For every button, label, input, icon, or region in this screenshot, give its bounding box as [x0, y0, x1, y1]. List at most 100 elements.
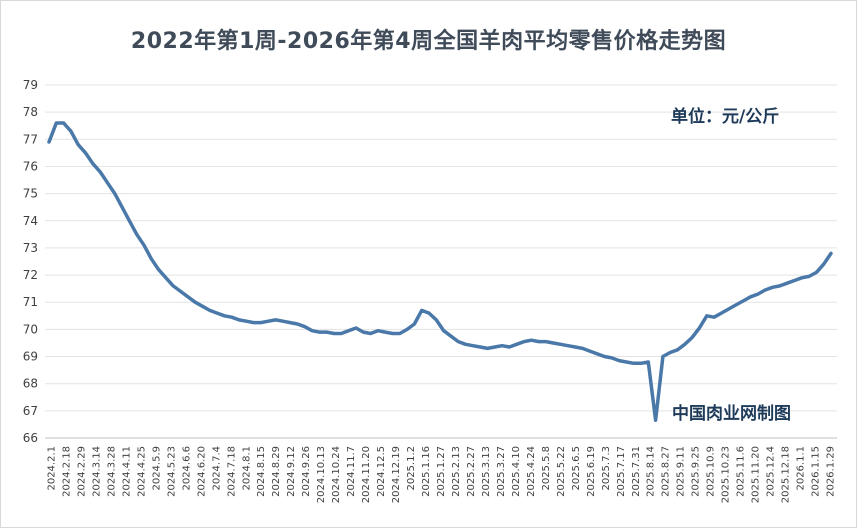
x-tick-label: 2025.1.16 — [421, 446, 432, 497]
data-point — [559, 343, 562, 346]
data-point — [632, 362, 635, 365]
data-point — [179, 290, 182, 293]
x-tick-label: 2024.3.14 — [91, 446, 102, 497]
x-tick-label: 2025.5.8 — [541, 446, 552, 491]
data-point — [486, 347, 489, 350]
data-point — [457, 340, 460, 343]
x-tick-label: 2025.5.22 — [556, 446, 567, 497]
data-point — [77, 143, 80, 146]
data-point — [391, 332, 394, 335]
y-tick-label: 74 — [23, 214, 38, 228]
data-point — [223, 314, 226, 317]
data-point — [267, 320, 270, 323]
x-tick-label: 2024.8.29 — [271, 446, 282, 497]
x-tick-label: 2024.7.4 — [211, 446, 222, 491]
data-point — [230, 316, 233, 319]
data-point — [164, 276, 167, 279]
data-point — [713, 316, 716, 319]
data-point — [581, 347, 584, 350]
x-tick-label: 2024.6.20 — [196, 446, 207, 497]
data-point — [435, 318, 438, 321]
y-tick-label: 79 — [23, 78, 38, 92]
y-tick-label: 68 — [23, 377, 38, 391]
data-point — [756, 293, 759, 296]
x-tick-label: 2024.10.13 — [316, 446, 327, 503]
x-tick-label: 2025.7.17 — [616, 446, 627, 497]
x-tick-label: 2025.1.2 — [406, 446, 417, 491]
data-point — [808, 275, 811, 278]
data-point — [318, 331, 321, 334]
data-point — [822, 263, 825, 266]
y-axis-ticks: 66 67 68 69 70 71 72 73 74 75 76 77 78 79 — [23, 78, 38, 445]
data-point — [530, 339, 533, 342]
data-point — [216, 312, 219, 315]
data-point — [742, 299, 745, 302]
data-point — [347, 329, 350, 332]
x-tick-label: 2024.4.25 — [136, 446, 147, 497]
data-point — [48, 141, 51, 144]
data-point — [588, 350, 591, 353]
y-tick-label: 66 — [23, 431, 38, 445]
data-point — [340, 332, 343, 335]
data-point — [537, 340, 540, 343]
data-point — [274, 318, 277, 321]
x-tick-label: 2024.2.18 — [61, 446, 72, 497]
y-tick-label: 67 — [23, 404, 38, 418]
y-tick-label: 75 — [23, 187, 38, 201]
x-tick-label: 2024.10.24 — [331, 446, 342, 503]
x-axis-ticks: 2024.2.1 2024.2.18 2024.2.29 2024.3.14 2024.… — [47, 446, 837, 503]
data-point — [566, 344, 569, 347]
x-tick-label: 2025.11.20 — [751, 446, 762, 503]
data-point — [574, 346, 577, 349]
data-point — [676, 348, 679, 351]
data-point — [245, 320, 248, 323]
x-tick-label: 2025.2.27 — [466, 446, 477, 497]
data-point — [406, 328, 409, 331]
data-point — [311, 329, 314, 332]
data-point — [508, 346, 511, 349]
x-tick-label: 2025.4.10 — [511, 446, 522, 497]
x-tick-label: 2026.1.15 — [811, 446, 822, 497]
data-point — [669, 351, 672, 354]
x-tick-label: 2025.2.13 — [451, 446, 462, 497]
x-tick-label: 2024.8.15 — [256, 446, 267, 497]
data-point — [362, 331, 365, 334]
y-tick-label: 77 — [23, 132, 38, 146]
x-tick-label: 2024.5.9 — [151, 446, 162, 491]
y-tick-label: 70 — [23, 322, 38, 336]
x-tick-label: 2025.8.14 — [646, 446, 657, 497]
y-tick-label: 76 — [23, 159, 38, 173]
x-tick-label: 2025.10.23 — [721, 446, 732, 503]
data-point — [610, 356, 613, 359]
data-point — [800, 276, 803, 279]
x-tick-label: 2024.2.1 — [47, 446, 58, 491]
x-tick-label: 2024.12.5 — [376, 446, 387, 497]
y-tick-label: 72 — [23, 268, 38, 282]
data-point — [157, 268, 160, 271]
data-point — [252, 321, 255, 324]
data-point — [303, 325, 306, 328]
data-point — [603, 355, 606, 358]
data-point — [698, 327, 701, 330]
gridlines — [45, 84, 837, 439]
data-point — [333, 332, 336, 335]
data-point — [450, 335, 453, 338]
data-point — [442, 329, 445, 332]
series-group — [47, 121, 833, 423]
data-point — [281, 320, 284, 323]
data-point — [238, 318, 241, 321]
data-point — [201, 305, 204, 308]
x-tick-label: 2024.6.6 — [181, 446, 192, 491]
data-point — [683, 343, 686, 346]
data-point — [143, 244, 146, 247]
data-point — [640, 362, 643, 365]
data-point — [194, 301, 197, 304]
data-point — [259, 321, 262, 324]
x-tick-label: 2025.3.13 — [481, 446, 492, 497]
data-point — [428, 312, 431, 315]
data-point — [91, 162, 94, 165]
x-tick-label: 2026.1.1 — [796, 446, 807, 491]
data-point — [369, 332, 372, 335]
